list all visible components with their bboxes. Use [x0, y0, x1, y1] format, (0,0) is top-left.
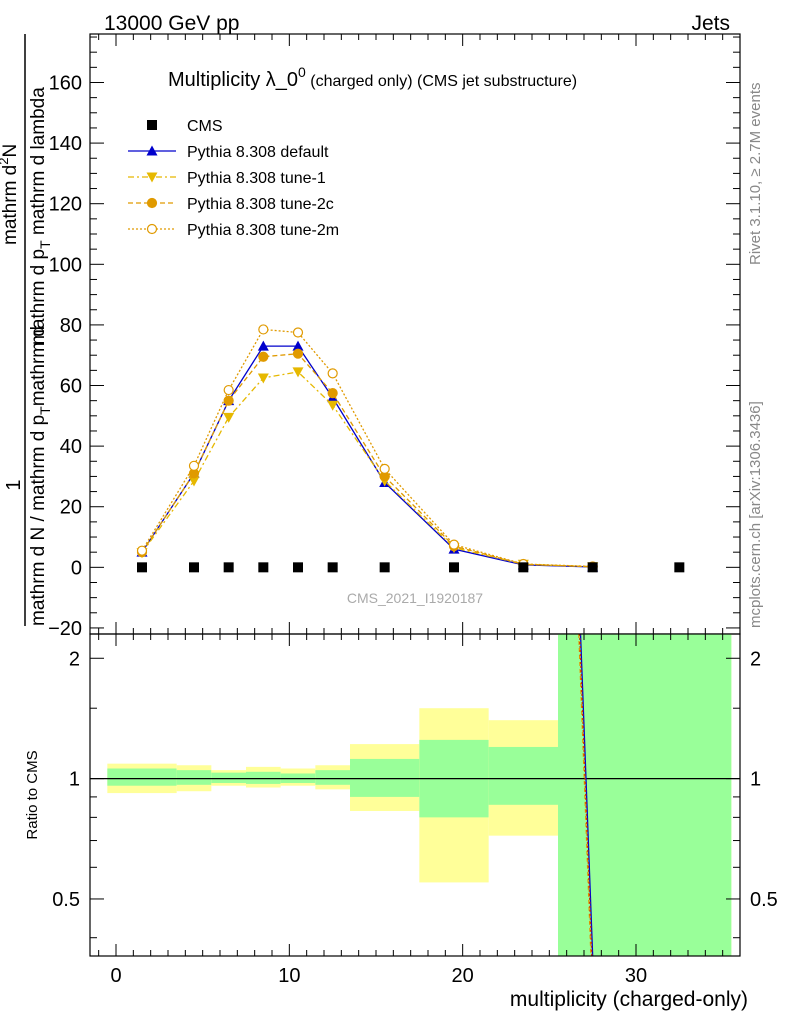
header-left: 13000 GeV pp [104, 12, 239, 35]
series-line-3 [141, 328, 593, 568]
legend-label-2: Pythia 8.308 tune-1 [187, 170, 326, 187]
series-3-point [327, 368, 338, 379]
x-tick-label: 10 [278, 965, 300, 987]
legend: CMS Pythia 8.308 default Pythia 8.308 tune… [128, 118, 339, 239]
y-label-denominator: mathrm d N / mathrm d pTmathrm d [28, 326, 53, 626]
legend-label-4: Pythia 8.308 tune-2m [187, 222, 339, 239]
series-3-point [188, 460, 200, 471]
series-3-point [379, 463, 390, 474]
analysis-id: CMS_2021_I1920187 [347, 590, 483, 606]
legend-marker-0 [147, 120, 157, 130]
cms-point [137, 562, 147, 573]
cms-point [327, 562, 338, 573]
cms-point [258, 562, 269, 573]
ratio-band-green-0 [107, 768, 177, 786]
y-tick-label: 120 [49, 194, 82, 216]
chart-title: Multiplicity λ_00 (charged only) (CMS je… [168, 64, 577, 91]
y-axis-label: 1 mathrm d N / mathrm d pTmathrm d mathr… [0, 34, 53, 626]
y-label-numerator: 1 [3, 479, 25, 490]
series-line-0 [141, 345, 593, 568]
legend-marker-3 [146, 197, 158, 209]
y-tick-label: 160 [49, 72, 82, 94]
ratio-y-tick-label-right: 1 [750, 769, 761, 791]
y-label-inner-numerator: mathrm d2N [0, 144, 21, 245]
y-tick-label: 40 [60, 436, 82, 458]
mcplots-label: mcplots.cern.ch [arXiv:1306.3436] [747, 401, 764, 628]
series-0-point [292, 340, 304, 351]
main-panel: −20 0 20 40 60 80 100 120 140 160 CMS Pythia 8.308 … [48, 33, 741, 640]
series-0-point [257, 340, 269, 351]
series-3-point [448, 539, 460, 550]
cms-point [674, 562, 685, 573]
cms-point [518, 562, 529, 573]
series-2-point [292, 348, 304, 359]
y-tick-label: 0 [71, 557, 82, 579]
ratio-y-tick-label: 1 [69, 769, 80, 791]
ratio-axis-label: Ratio to CMS [24, 750, 41, 839]
ratio-band-green-9 [558, 634, 732, 956]
ratio-y-tick-label: 0.5 [52, 889, 80, 911]
cms-point [293, 562, 303, 573]
series-2-point [223, 395, 234, 406]
series-3-point [292, 327, 304, 338]
cms-point [379, 562, 390, 573]
ratio-y-tick-label: 2 [69, 648, 80, 670]
y-label-inner-denominator: mathrm d pT mathrm d lambda [28, 87, 53, 345]
series-1-point [188, 476, 200, 487]
ratio-band-green-8 [488, 746, 558, 805]
ratio-band-green-1 [176, 770, 212, 785]
y-tick-label: 140 [49, 133, 82, 155]
cms-point [449, 562, 459, 573]
cms-point [223, 562, 234, 573]
series-1-point [327, 400, 339, 411]
y-tick-label: 20 [60, 497, 82, 519]
y-tick-label: 60 [60, 376, 82, 398]
x-tick-label: 30 [625, 965, 647, 987]
series-line-2 [141, 353, 593, 568]
legend-marker-1 [146, 145, 158, 156]
y-tick-label: −20 [48, 618, 82, 640]
y-tick-label: 80 [60, 315, 82, 337]
legend-marker-4 [146, 223, 158, 235]
series-3-point [136, 545, 148, 556]
ratio-curve-1 [579, 633, 594, 957]
x-axis-label: multiplicity (charged-only) [510, 988, 748, 1011]
legend-marker-2 [146, 172, 158, 183]
ratio-frame [89, 633, 741, 957]
y-tick-label: 100 [49, 254, 82, 276]
series-1-point [257, 373, 269, 384]
rivet-label: Rivet 3.1.10, ≥ 2.7M events [747, 83, 764, 266]
ratio-band-green-6 [350, 758, 420, 797]
series-3-point [258, 324, 269, 335]
cms-point [189, 562, 199, 573]
ratio-y-tick-label-right: 2 [750, 648, 761, 670]
ratio-panel: 0 10 20 30 0.5 0.5 1 1 2 2 [52, 633, 778, 987]
legend-label-3: Pythia 8.308 tune-2c [187, 196, 334, 213]
cms-point [587, 562, 598, 573]
series-2-point [327, 387, 338, 399]
ratio-y-tick-label-right: 0.5 [750, 889, 778, 911]
ratio-band-green-5 [315, 770, 350, 785]
series-1-point [223, 412, 235, 423]
ratio-band-green-3 [246, 771, 281, 784]
series-3-point [223, 384, 234, 396]
series-line-1 [141, 371, 593, 568]
ratio-curve-0 [578, 633, 592, 957]
x-tick-label: 20 [452, 965, 474, 987]
header-right: Jets [691, 12, 730, 35]
ratio-band-green-2 [211, 772, 246, 784]
series-2-point [258, 351, 269, 362]
x-tick-label: 0 [110, 965, 121, 987]
ratio-curve-2 [579, 633, 593, 957]
series-1-point [292, 367, 304, 378]
legend-label-0: CMS [187, 118, 223, 135]
legend-label-1: Pythia 8.308 default [187, 144, 329, 161]
